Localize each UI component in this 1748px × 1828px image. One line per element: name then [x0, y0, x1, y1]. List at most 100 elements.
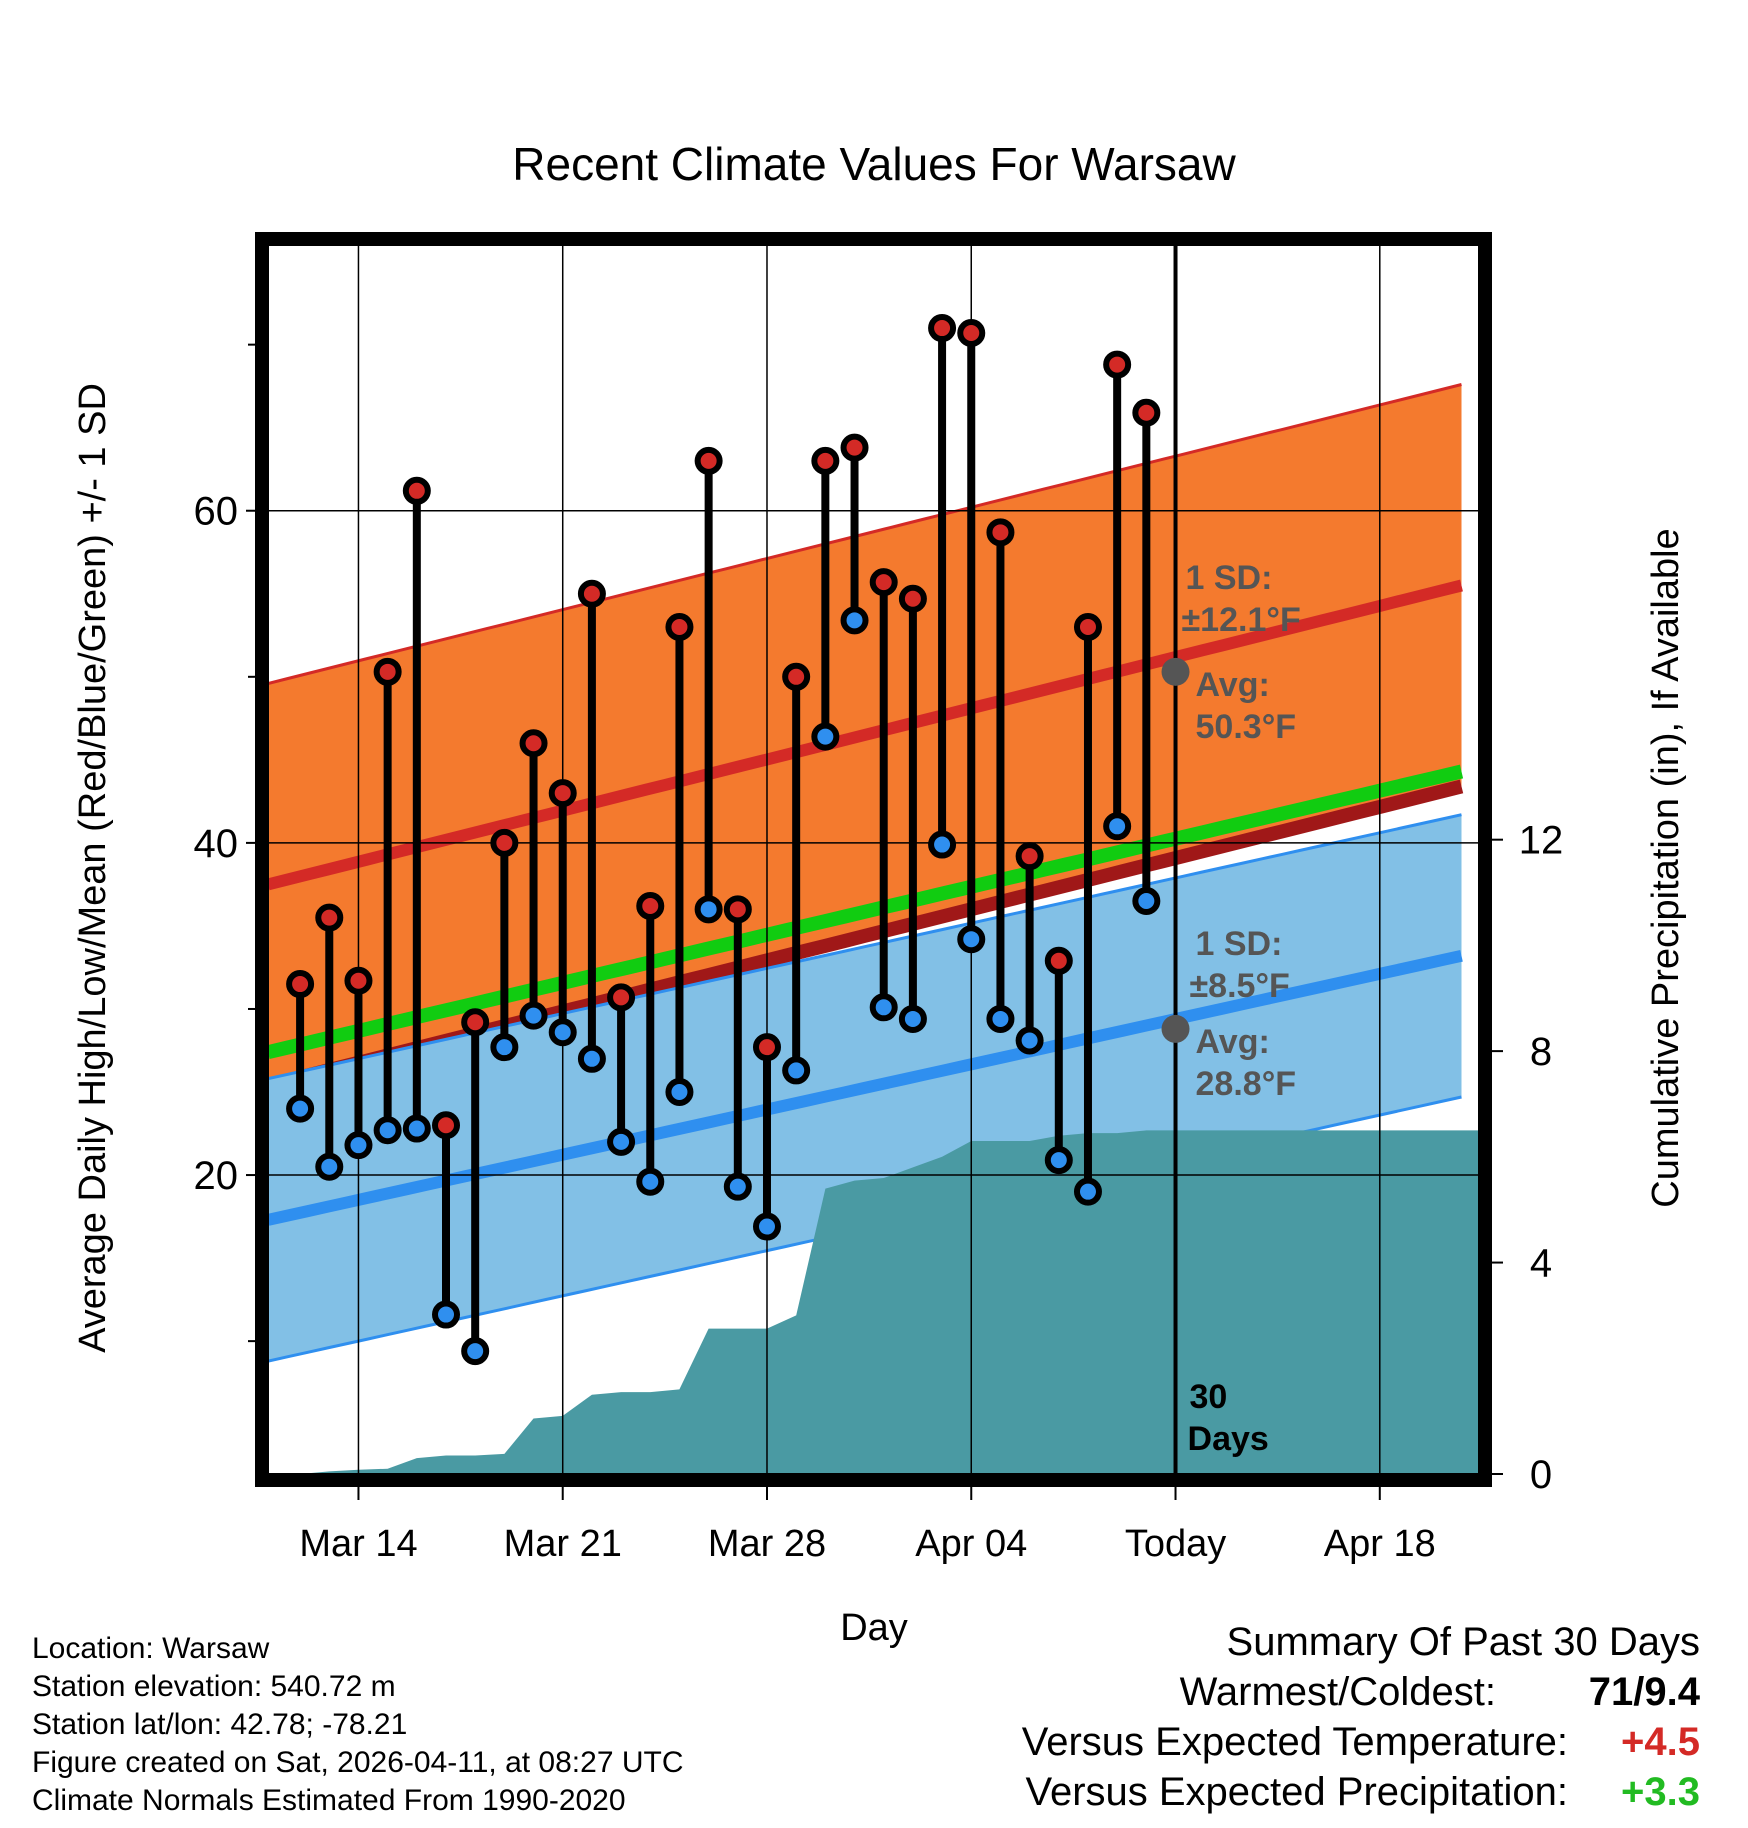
obs-high-dot [869, 568, 898, 597]
obs-high-dot [461, 1008, 490, 1037]
obs-high-dot [782, 662, 811, 691]
obs-low-dot [577, 1044, 606, 1073]
low-normal-line [268, 949, 1463, 1226]
obs-low-dot [1015, 1026, 1044, 1055]
obs-low-dot [1044, 1146, 1073, 1175]
obs-high-dot [1044, 946, 1073, 975]
x-tick-label: Mar 14 [299, 1523, 417, 1565]
obs-high-dot [665, 612, 694, 641]
obs-low-dot [898, 1004, 927, 1033]
info-latlon: Station lat/lon: 42.78; -78.21 [32, 1708, 408, 1741]
info-created: Figure created on Sat, 2026-04-11, at 08… [32, 1746, 684, 1779]
obs-high-dot [957, 319, 986, 348]
obs-high-dot [928, 314, 957, 343]
obs-low-dot [461, 1337, 490, 1366]
summary-temp-label: Versus Expected Temperature: [1021, 1720, 1568, 1764]
obs-low-dot [1103, 812, 1132, 841]
low-avg-value: 28.8°F [1196, 1065, 1297, 1103]
today-low-avg-marker [1161, 1014, 1190, 1043]
obs-high-dot [1132, 398, 1161, 427]
obs-low-dot [752, 1212, 781, 1241]
low-sd-label: 1 SD: [1196, 925, 1283, 963]
obs-high-dot [402, 476, 431, 505]
obs-low-dot [373, 1116, 402, 1145]
obs-high-dot [636, 892, 665, 921]
x-tick-label: Mar 28 [708, 1523, 826, 1565]
info-location: Location: Warsaw [32, 1632, 270, 1665]
plot-area [268, 245, 1479, 1474]
summary-title: Summary Of Past 30 Days [1226, 1620, 1700, 1664]
obs-low-dot [957, 925, 986, 954]
obs-high-dot [752, 1033, 781, 1062]
obs-low-dot [811, 722, 840, 751]
obs-high-dot [432, 1111, 461, 1140]
high-sd-label: 1 SD: [1186, 559, 1273, 597]
obs-low-dot [782, 1056, 811, 1085]
obs-high-dot [286, 970, 315, 999]
x-tick-label: Mar 21 [504, 1523, 622, 1565]
obs-low-dot [1132, 887, 1161, 916]
x-tick-label: Apr 18 [1324, 1523, 1436, 1565]
obs-high-dot [490, 828, 519, 857]
obs-low-dot [519, 1001, 548, 1030]
y-tick-label: 20 [194, 1154, 239, 1198]
high-sd-upper-line [268, 383, 1462, 685]
x-tick-label: Apr 04 [915, 1523, 1027, 1565]
obs-high-dot [986, 518, 1015, 547]
obs-low-dot [432, 1300, 461, 1329]
summary-warmest-value: 71/9.4 [1588, 1670, 1700, 1714]
obs-low-dot [315, 1152, 344, 1181]
mean-normal-line [268, 764, 1464, 1060]
obs-high-dot [723, 895, 752, 924]
obs-high-dot [811, 446, 840, 475]
obs-low-dot [723, 1172, 752, 1201]
y2-tick-label: 4 [1530, 1242, 1552, 1286]
obs-high-dot [373, 657, 402, 686]
y-tick-label: 40 [194, 822, 239, 866]
low-sd-value: ±8.5°F [1190, 967, 1290, 1005]
today-high-avg-marker [1161, 657, 1190, 686]
summary-precip-label: Versus Expected Precipitation: [1025, 1770, 1568, 1814]
y-tick-label: 60 [194, 490, 239, 534]
high-avg-value: 50.3°F [1196, 708, 1297, 746]
obs-high-dot [1103, 350, 1132, 379]
summary-warmest-label: Warmest/Coldest: [1179, 1670, 1496, 1714]
summary-temp-value: +4.5 [1621, 1720, 1700, 1764]
y2-tick-label: 8 [1530, 1030, 1552, 1074]
obs-high-dot [694, 446, 723, 475]
plot-frame [255, 232, 1492, 1487]
x-axis-label: Day [840, 1607, 908, 1649]
high-normal-line [268, 579, 1463, 891]
high-sd-value: ±12.1°F [1182, 601, 1301, 639]
obs-low-dot [548, 1018, 577, 1047]
low-avg-label: Avg: [1196, 1023, 1270, 1061]
days-label-1: 30 [1190, 1378, 1228, 1416]
obs-high-dot [1073, 612, 1102, 641]
obs-high-dot [607, 983, 636, 1012]
x-tick-label: Today [1125, 1523, 1226, 1565]
y2-axis-label: Cumulative Precipitation (in), If Availa… [1645, 528, 1687, 1207]
obs-low-dot [490, 1033, 519, 1062]
obs-low-dot [928, 830, 957, 859]
obs-low-dot [636, 1167, 665, 1196]
y-axis-label: Average Daily High/Low/Mean (Red/Blue/Gr… [72, 383, 114, 1353]
high-avg-label: Avg: [1196, 666, 1270, 704]
obs-high-dot [898, 584, 927, 613]
obs-high-dot [840, 433, 869, 462]
low-sd-upper-line [268, 813, 1462, 1081]
obs-low-dot [840, 606, 869, 635]
chart-title: Recent Climate Values For Warsaw [512, 138, 1236, 190]
obs-high-dot [519, 729, 548, 758]
obs-low-dot [694, 895, 723, 924]
obs-low-dot [286, 1094, 315, 1123]
obs-high-dot [1015, 842, 1044, 871]
obs-low-dot [344, 1131, 373, 1160]
precipitation-area [300, 1130, 1479, 1474]
info-elevation: Station elevation: 540.72 m [32, 1670, 396, 1703]
obs-low-dot [665, 1078, 694, 1107]
summary-precip-value: +3.3 [1621, 1770, 1700, 1814]
y2-tick-label: 12 [1519, 819, 1564, 863]
obs-low-dot [607, 1127, 636, 1156]
obs-high-dot [315, 903, 344, 932]
